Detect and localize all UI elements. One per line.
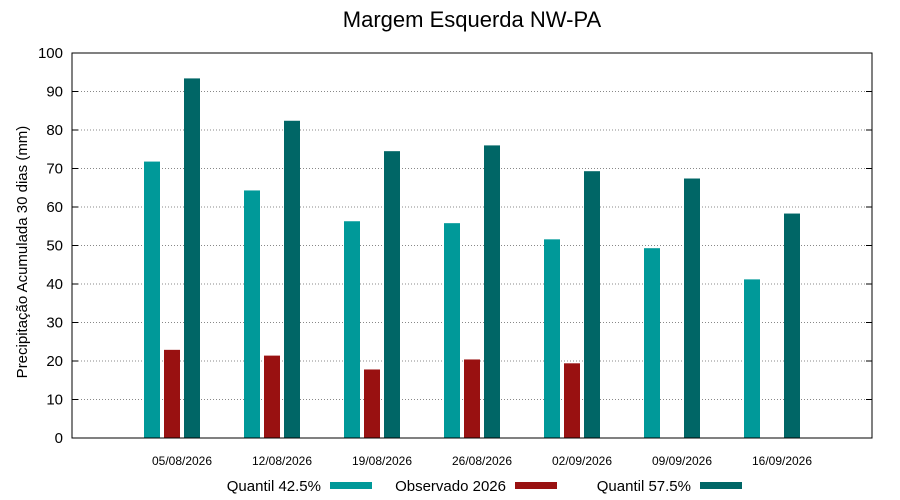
y-tick-label: 10 (46, 392, 63, 409)
bar (464, 359, 480, 438)
y-tick-label: 20 (46, 353, 63, 370)
y-tick-label: 60 (46, 199, 63, 216)
y-tick-label: 90 (46, 84, 63, 101)
bar (564, 363, 580, 438)
bar (544, 239, 560, 438)
bar (264, 355, 280, 438)
legend-label: Quantil 57.5% (597, 478, 691, 495)
y-tick-label: 80 (46, 122, 63, 139)
y-tick-label: 70 (46, 161, 63, 178)
bar (364, 369, 380, 438)
bar (284, 120, 300, 438)
bar (244, 190, 260, 438)
legend-swatch (515, 482, 557, 489)
bar (644, 248, 660, 438)
bar (684, 178, 700, 438)
bar (784, 213, 800, 438)
bar (484, 145, 500, 438)
chart-title: Margem Esquerda NW-PA (343, 7, 602, 32)
x-axis-ticks: 05/08/2026 12/08/2026 19/08/2026 26/08/2026… (152, 454, 812, 468)
x-tick-label: 12/08/2026 (252, 454, 312, 468)
bar (444, 223, 460, 438)
x-tick-label: 02/09/2026 (552, 454, 612, 468)
legend-label: Quantil 42.5% (227, 478, 321, 495)
legend-label: Observado 2026 (395, 478, 506, 495)
bar (144, 161, 160, 438)
legend: Quantil 42.5% Observado 2026 Quantil 57.5% (227, 478, 742, 495)
y-axis-ticks: 0 10 20 30 40 50 60 70 80 90 100 (38, 45, 872, 447)
bar (744, 279, 760, 438)
bar (164, 349, 180, 438)
x-tick-label: 19/08/2026 (352, 454, 412, 468)
y-tick-label: 50 (46, 238, 63, 255)
bars (144, 78, 800, 439)
x-tick-label: 05/08/2026 (152, 454, 212, 468)
legend-swatch (700, 482, 742, 489)
x-tick-label: 16/09/2026 (752, 454, 812, 468)
x-tick-label: 09/09/2026 (652, 454, 712, 468)
y-axis-label: Precipitação Acumulada 30 dias (mm) (14, 126, 31, 379)
x-tick-label: 26/08/2026 (452, 454, 512, 468)
bar (344, 221, 360, 438)
bar (184, 78, 200, 438)
bar (584, 171, 600, 438)
y-tick-label: 30 (46, 315, 63, 332)
legend-swatch (330, 482, 372, 489)
bar (384, 151, 400, 439)
y-tick-label: 40 (46, 276, 63, 293)
y-tick-label: 100 (38, 45, 63, 62)
y-tick-label: 0 (55, 430, 63, 447)
